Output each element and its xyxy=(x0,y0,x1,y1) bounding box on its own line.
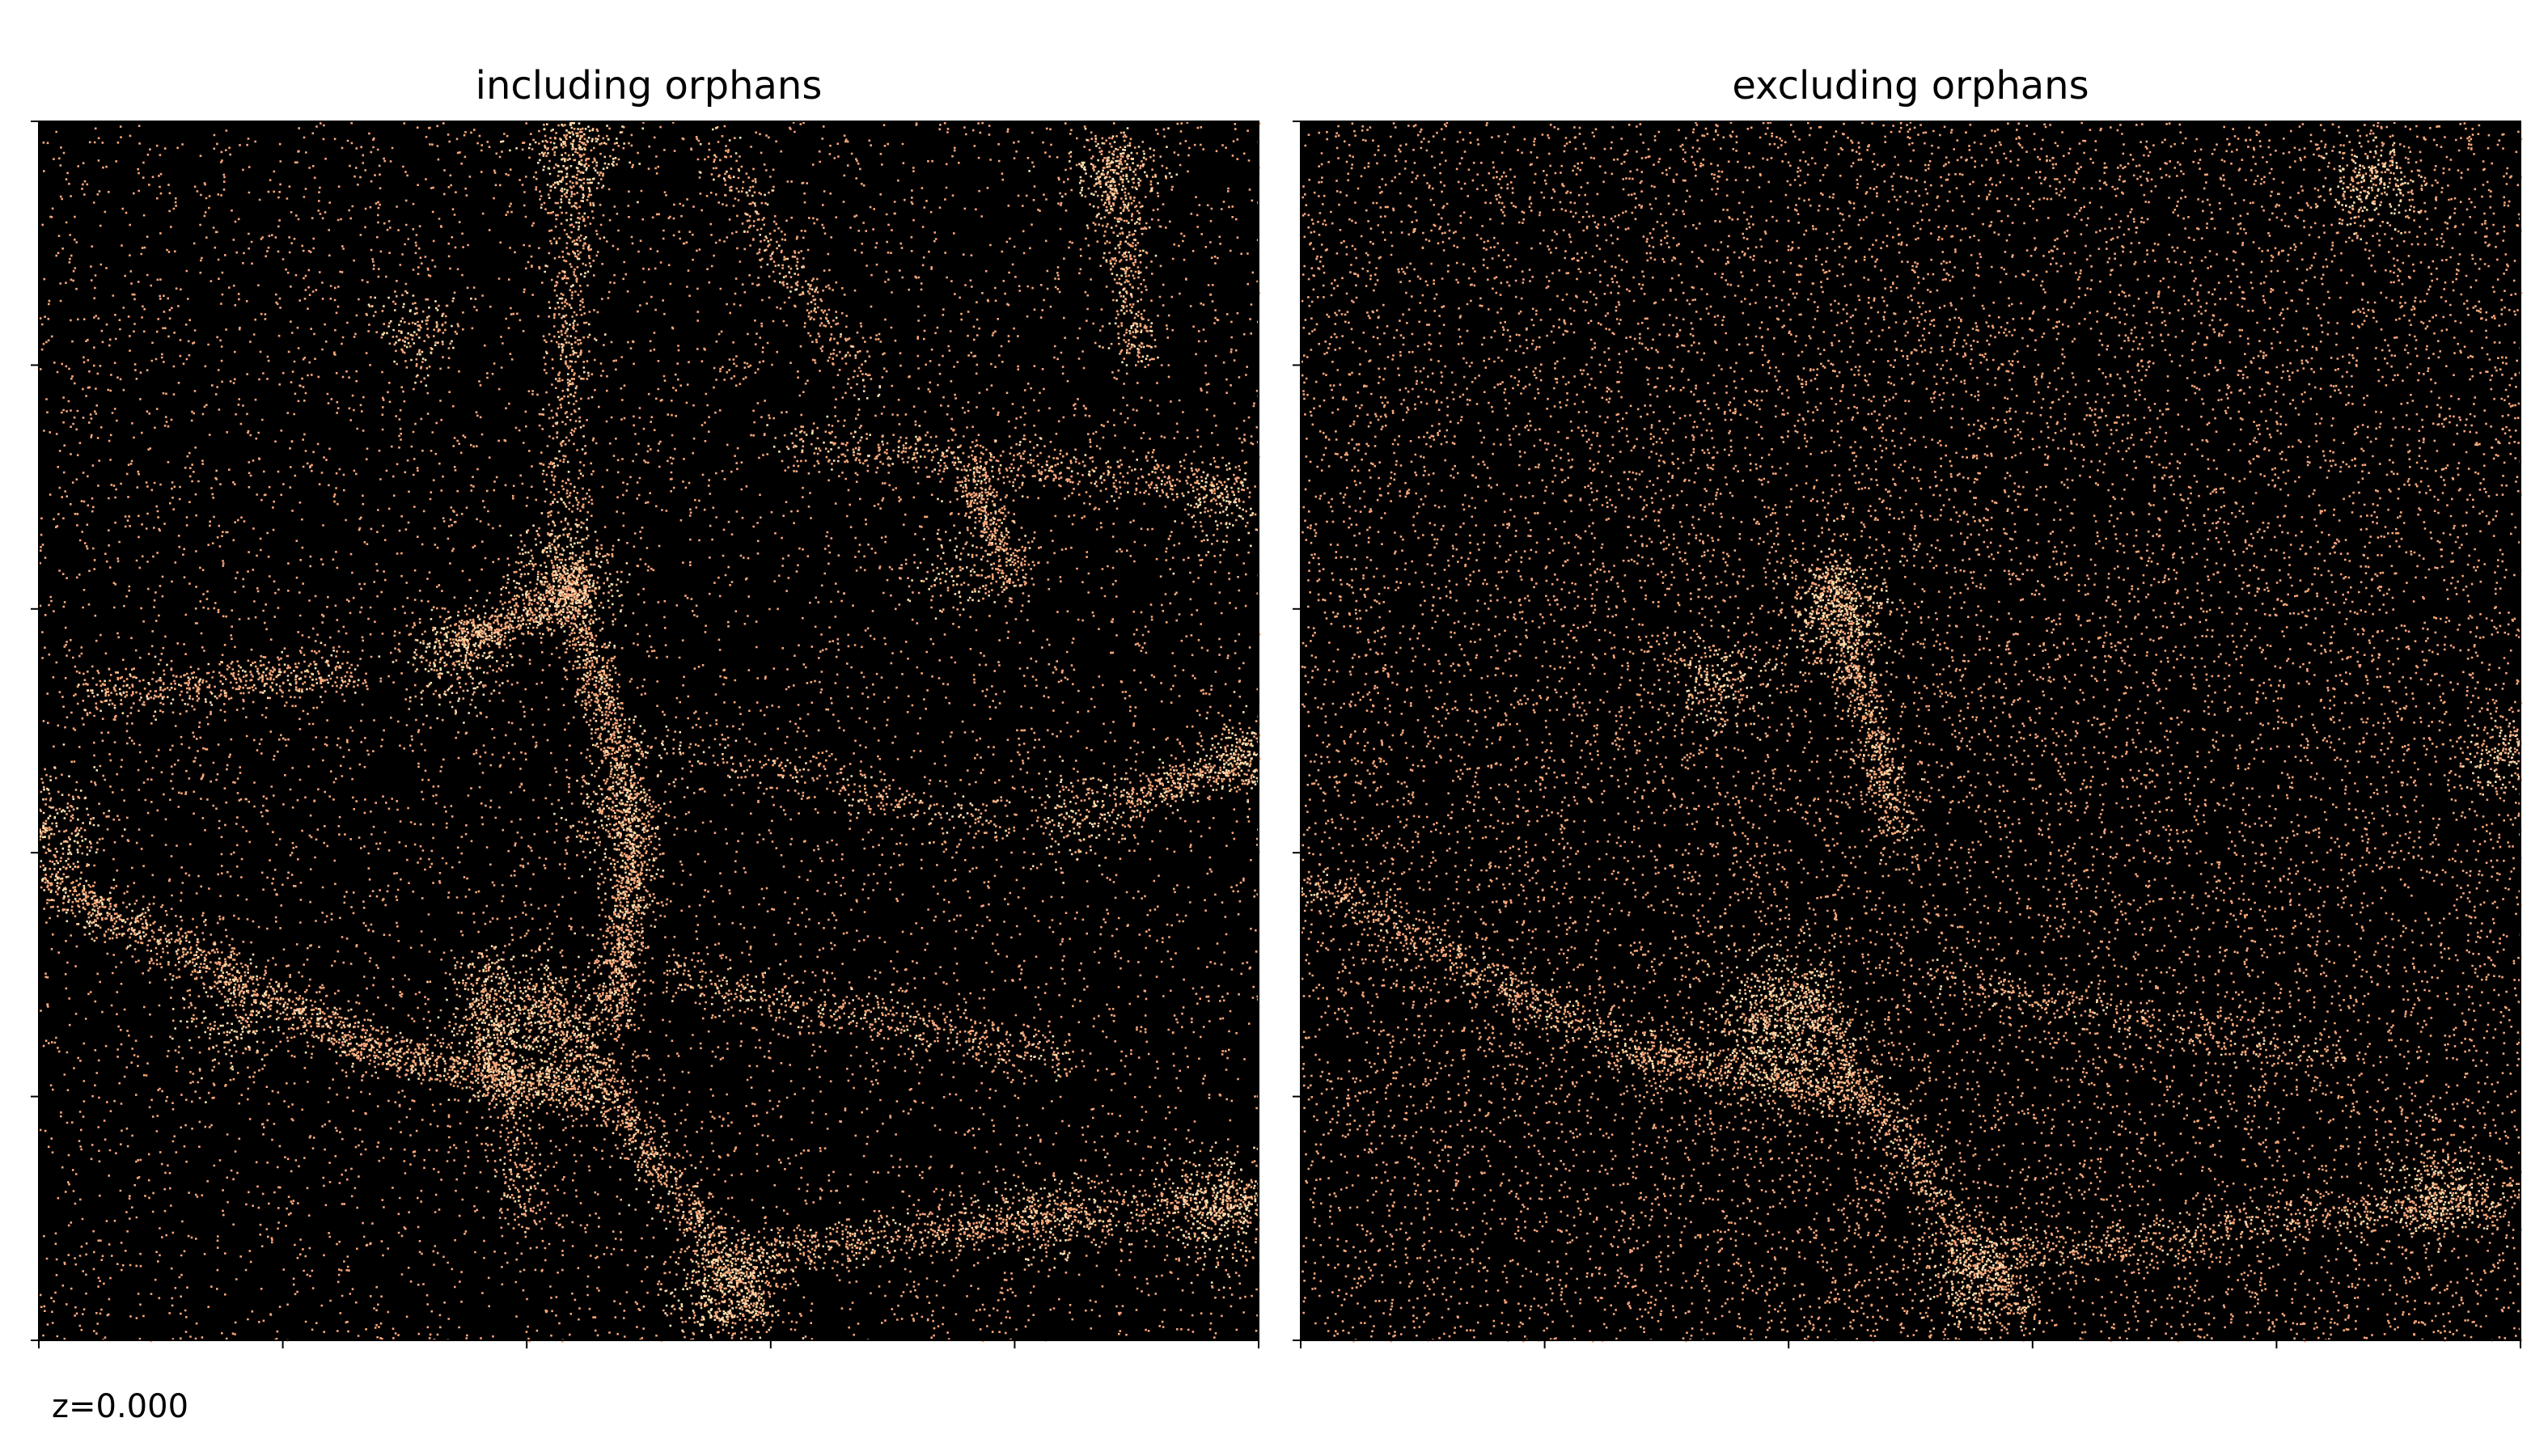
panel-title-excluding-orphans: excluding orphans xyxy=(1732,63,2089,108)
panel-title-including-orphans: including orphans xyxy=(476,63,823,108)
panel-excluding-orphans: excluding orphans xyxy=(1293,63,2523,1348)
x-axis-ticks-including-orphans xyxy=(38,1340,1259,1348)
x-axis-ticks-excluding-orphans xyxy=(1300,1340,2521,1348)
y-axis-ticks-including-orphans xyxy=(31,121,39,1341)
plot-area-excluding-orphans xyxy=(1301,121,2520,1340)
plot-area-including-orphans xyxy=(39,121,1259,1340)
scatter-points-regular xyxy=(39,121,1261,1343)
panel-including-orphans: including orphans xyxy=(31,63,1261,1348)
plot-frame-excluding-orphans xyxy=(1300,121,2521,1341)
redshift-label: z=0.000 xyxy=(52,1388,188,1425)
y-axis-ticks-excluding-orphans xyxy=(1293,121,1301,1341)
plot-frame-including-orphans xyxy=(38,121,1259,1341)
scatter-points-including-orphans xyxy=(39,121,1261,1343)
